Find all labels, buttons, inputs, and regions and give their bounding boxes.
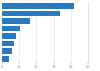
Bar <box>2 48 12 54</box>
Bar <box>2 3 74 9</box>
Bar <box>2 33 16 39</box>
Bar <box>2 56 9 62</box>
Bar <box>2 11 60 16</box>
Bar <box>2 26 20 31</box>
Bar <box>2 18 29 24</box>
Bar <box>2 41 14 46</box>
